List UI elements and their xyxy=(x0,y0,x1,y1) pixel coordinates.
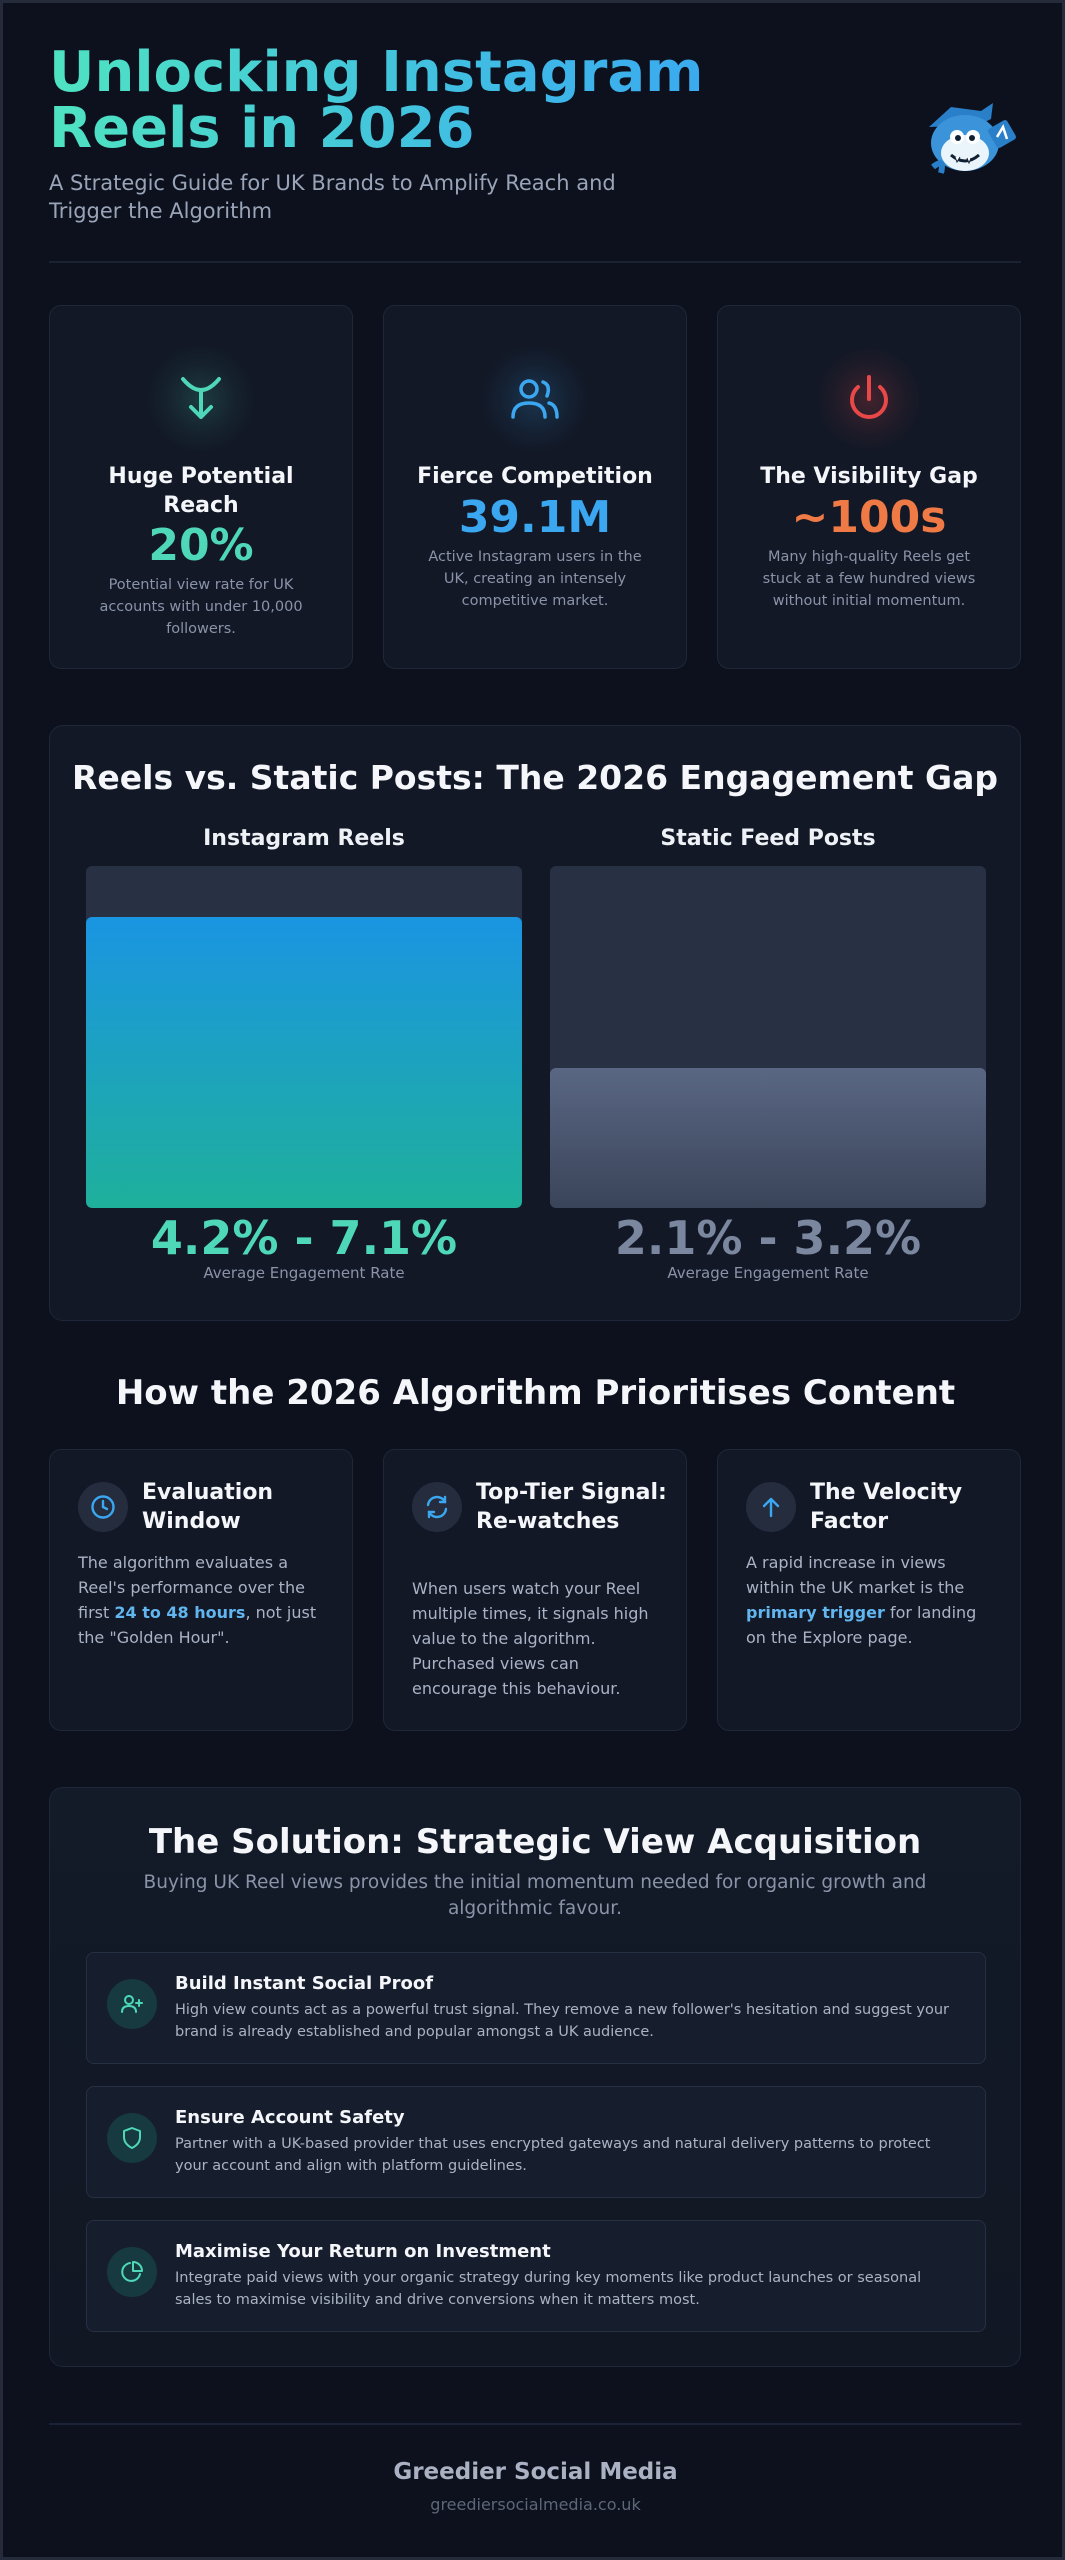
algo-card-velocity: The Velocity Factor A rapid increase in … xyxy=(717,1449,1021,1731)
users-icon xyxy=(480,344,590,454)
mascot-logo-icon xyxy=(921,97,1021,179)
algo-card-body: When users watch your Reel multiple time… xyxy=(412,1579,649,1698)
engagement-panel: Reels vs. Static Posts: The 2026 Engagem… xyxy=(49,725,1021,1321)
refresh-icon xyxy=(412,1482,462,1532)
reels-bar-track xyxy=(86,866,522,1208)
solution-item-account-safety: Ensure Account Safety Partner with a UK-… xyxy=(86,2086,986,2198)
stat-title: Huge Potential Reach xyxy=(108,464,294,518)
solution-item-social-proof: Build Instant Social Proof High view cou… xyxy=(86,1952,986,2064)
solution-panel: The Solution: Strategic View Acquisition… xyxy=(49,1787,1021,2367)
algo-card-rewatches: Top-Tier Signal: Re-watches When users w… xyxy=(383,1449,687,1731)
footer-brand: Greedier Social Media xyxy=(393,2459,678,2485)
engagement-title: Reels vs. Static Posts: The 2026 Engagem… xyxy=(72,758,998,797)
stat-card-reach: Huge Potential Reach 20% Potential view … xyxy=(49,305,353,669)
solution-item-body: High view counts act as a powerful trust… xyxy=(175,2002,950,2040)
pie-chart-icon xyxy=(107,2247,157,2297)
power-icon xyxy=(814,344,924,454)
algo-card-title: Evaluation Window xyxy=(142,1480,274,1534)
solution-item-body: Integrate paid views with your organic s… xyxy=(175,2270,922,2308)
page-subtitle: A Strategic Guide for UK Brands to Ampli… xyxy=(49,171,616,223)
stat-card-visibility-gap: The Visibility Gap ~100s Many high-quali… xyxy=(717,305,1021,669)
algo-card-evaluation-window: Evaluation Window The algorithm evaluate… xyxy=(49,1449,353,1731)
solution-item-title: Maximise Your Return on Investment xyxy=(175,2241,551,2262)
static-engagement-caption: Average Engagement Rate xyxy=(667,1264,869,1282)
stat-description: Active Instagram users in the UK, creati… xyxy=(428,549,642,609)
solution-item-body: Partner with a UK-based provider that us… xyxy=(175,2136,931,2174)
static-bar-track xyxy=(550,866,986,1208)
stat-title: The Visibility Gap xyxy=(760,464,978,489)
static-bar-fill xyxy=(550,1067,986,1208)
reels-bar-fill xyxy=(86,917,522,1208)
header: Unlocking Instagram Reels in 2026 A Stra… xyxy=(49,45,1019,263)
footer-url-link[interactable]: greediersocialmedia.co.uk xyxy=(430,2495,641,2514)
stat-value: 39.1M xyxy=(458,492,612,543)
stat-card-competition: Fierce Competition 39.1M Active Instagra… xyxy=(383,305,687,669)
reels-engagement-value: 4.2% - 7.1% xyxy=(150,1211,458,1265)
header-divider xyxy=(49,261,1021,263)
footer-divider xyxy=(49,2423,1021,2425)
stat-description: Many high-quality Reels get stuck at a f… xyxy=(762,549,976,609)
algo-card-title: Top-Tier Signal: Re-watches xyxy=(476,1480,667,1534)
stat-title: Fierce Competition xyxy=(417,464,653,489)
static-label: Static Feed Posts xyxy=(660,826,876,851)
arrow-up-icon xyxy=(746,1482,796,1532)
clock-icon xyxy=(78,1482,128,1532)
solution-subtitle: Buying UK Reel views provides the initia… xyxy=(143,1872,927,1919)
reels-label: Instagram Reels xyxy=(203,826,405,851)
stat-value: ~100s xyxy=(791,492,947,543)
solution-item-title: Build Instant Social Proof xyxy=(175,1973,434,1994)
algorithm-title: How the 2026 Algorithm Prioritises Conte… xyxy=(115,1373,956,1413)
page-title: Unlocking Instagram Reels in 2026 xyxy=(49,45,739,157)
stat-value: 20% xyxy=(148,520,254,571)
solution-item-title: Ensure Account Safety xyxy=(175,2107,405,2128)
stat-description: Potential view rate for UK accounts with… xyxy=(99,577,303,637)
shield-icon xyxy=(107,2113,157,2163)
algo-card-title: The Velocity Factor xyxy=(810,1480,963,1534)
reels-engagement-caption: Average Engagement Rate xyxy=(203,1264,405,1282)
algo-card-body: A rapid increase in views within the UK … xyxy=(746,1553,977,1647)
static-engagement-value: 2.1% - 3.2% xyxy=(614,1211,922,1265)
algo-card-body: The algorithm evaluates a Reel's perform… xyxy=(78,1553,317,1647)
funnel-arrow-icon xyxy=(146,344,256,454)
solution-title: The Solution: Strategic View Acquisition xyxy=(148,1822,922,1862)
solution-item-roi: Maximise Your Return on Investment Integ… xyxy=(86,2220,986,2332)
user-plus-icon xyxy=(107,1979,157,2029)
